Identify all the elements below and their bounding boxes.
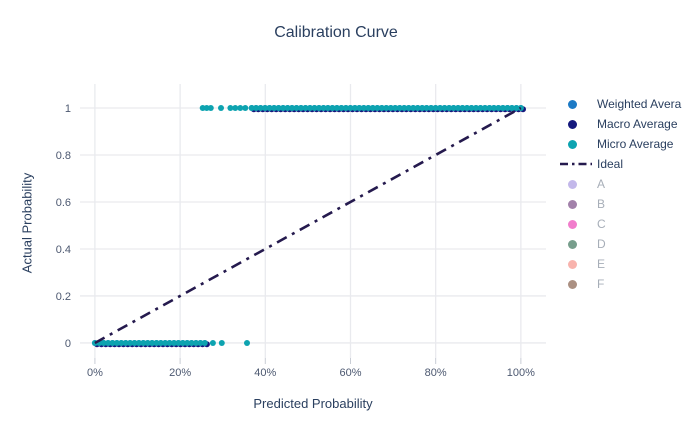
tick-labels: 0% 20% 40% 60% 80% 100% 0 0.2 0.4 0.6 0.8 1: [56, 103, 535, 379]
legend-label: Ideal: [597, 157, 624, 171]
axis-ticks: [94, 358, 522, 364]
legend-item-a[interactable]: A: [560, 174, 700, 194]
legend-item-ideal[interactable]: Ideal: [560, 154, 700, 174]
x-tick-label: 40%: [254, 367, 276, 379]
legend-item-macro-average[interactable]: Macro Average: [560, 114, 700, 134]
legend-dot-icon: [560, 119, 597, 129]
legend-line-icon: [560, 159, 597, 169]
legend-dot-icon: [560, 239, 597, 249]
legend-dot-icon: [560, 199, 597, 209]
plot-area[interactable]: [80, 84, 546, 358]
legend-label: Macro Average: [597, 117, 678, 131]
legend-label: C: [597, 217, 606, 231]
legend-label: Weighted Avera: [597, 97, 682, 111]
series-micro-average: [91, 105, 524, 346]
x-tick-label: 100%: [507, 367, 535, 379]
legend-dot-icon: [560, 279, 597, 289]
legend-label: B: [597, 197, 606, 211]
y-tick-label: 1: [65, 103, 71, 115]
legend-item-c[interactable]: C: [560, 214, 700, 234]
legend-dot-icon: [560, 139, 597, 149]
legend-label: Micro Average: [597, 137, 674, 151]
legend-dot-icon: [560, 179, 597, 189]
legend-item-d[interactable]: D: [560, 234, 700, 254]
legend-item-b[interactable]: B: [560, 194, 700, 214]
y-tick-label: 0.6: [56, 197, 71, 209]
x-tick-label: 60%: [339, 367, 361, 379]
legend-label: F: [597, 277, 605, 291]
x-tick-label: 20%: [169, 367, 191, 379]
legend-item-e[interactable]: E: [560, 254, 700, 274]
legend-dot-icon: [560, 219, 597, 229]
y-tick-label: 0.4: [56, 244, 71, 256]
legend-dot-icon: [560, 259, 597, 269]
legend-dot-icon: [560, 99, 597, 109]
legend-item-f[interactable]: F: [560, 274, 700, 294]
legend: Weighted Avera Macro Average Micro Average…: [560, 94, 700, 294]
legend-label: D: [597, 237, 606, 251]
legend-item-weighted-avera[interactable]: Weighted Avera: [560, 94, 700, 114]
y-tick-label: 0.2: [56, 291, 71, 303]
y-axis-title: Actual Probability: [19, 172, 35, 274]
legend-label: E: [597, 257, 606, 271]
y-tick-label: 0: [65, 338, 71, 350]
legend-label: A: [597, 177, 606, 191]
legend-item-micro-average[interactable]: Micro Average: [560, 134, 700, 154]
y-tick-label: 0.8: [56, 150, 71, 162]
x-axis-title: Predicted Probability: [253, 396, 373, 411]
ideal-line: [94, 106, 522, 345]
x-tick-label: 80%: [425, 367, 447, 379]
chart-title: Calibration Curve: [274, 24, 398, 41]
x-tick-label: 0%: [87, 367, 103, 379]
